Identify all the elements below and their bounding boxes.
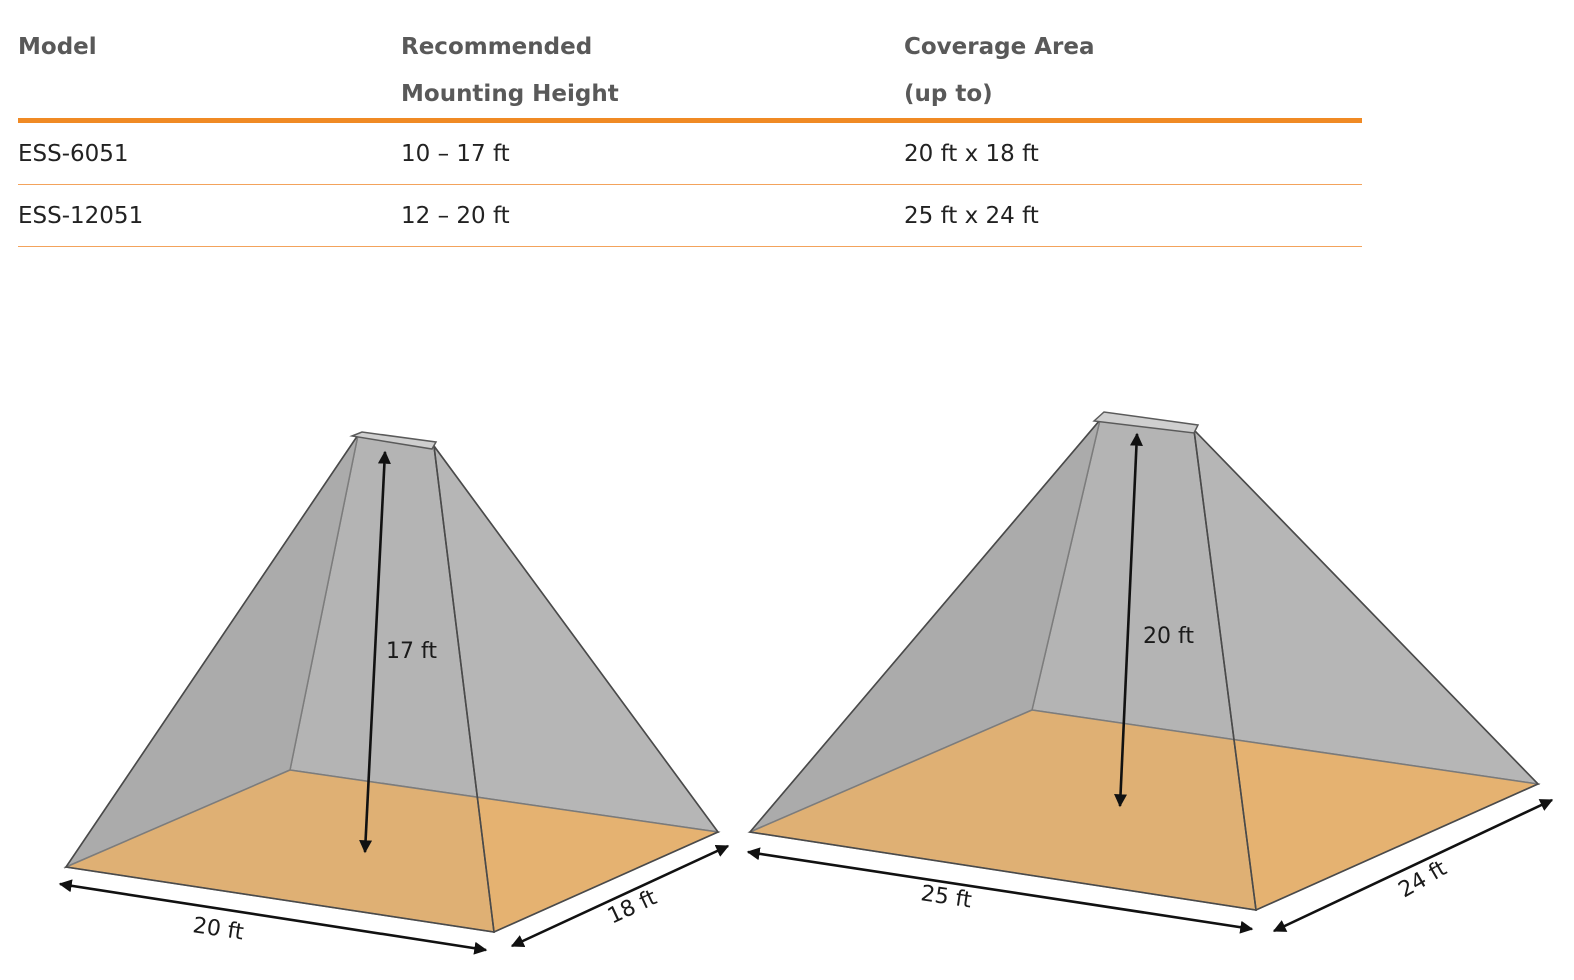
right-depth-arrow — [1272, 798, 1554, 933]
left-height-label: 17 ft — [386, 639, 437, 664]
right-front-face — [748, 419, 1257, 911]
left-sensor-top — [349, 431, 438, 450]
header-coverage-area: Coverage Area (up to) — [904, 24, 1094, 118]
right-height-label: 20 ft — [1143, 624, 1194, 649]
left-width-arrow — [58, 879, 488, 955]
left-coverage-pyramid: 17 ft 20 ft 18 ft — [58, 431, 730, 955]
right-sensor-top — [1092, 411, 1200, 434]
table-row: ESS-6051 10 – 17 ft 20 ft x 18 ft — [18, 123, 1362, 185]
cell-model: ESS-12051 — [18, 203, 144, 229]
right-height-arrow — [1114, 432, 1143, 808]
spec-table: Model Recommended Mounting Height Covera… — [18, 24, 1362, 247]
left-left-face — [63, 434, 359, 869]
right-right-face — [1192, 427, 1540, 912]
table-header-row: Model Recommended Mounting Height Covera… — [18, 24, 1362, 123]
left-height-arrow — [359, 450, 391, 854]
left-width-label: 20 ft — [191, 913, 245, 945]
left-floor — [63, 769, 721, 933]
left-back-face — [289, 434, 720, 833]
cell-mounting-height: 10 – 17 ft — [401, 141, 510, 167]
left-depth-arrow — [510, 844, 730, 948]
cell-mounting-height: 12 – 20 ft — [401, 203, 510, 229]
header-height-line1: Recommended — [401, 34, 593, 60]
cell-coverage-area: 20 ft x 18 ft — [904, 141, 1039, 167]
cell-model: ESS-6051 — [18, 141, 129, 167]
header-coverage-line2: (up to) — [904, 81, 993, 107]
right-left-face — [749, 419, 1101, 833]
header-model: Model — [18, 24, 97, 71]
table-row: ESS-12051 12 – 20 ft 25 ft x 24 ft — [18, 185, 1362, 247]
header-model-label: Model — [18, 34, 97, 60]
right-floor — [747, 709, 1541, 911]
left-depth-label: 18 ft — [604, 885, 661, 929]
right-coverage-pyramid: 20 ft 25 ft 24 ft — [746, 411, 1554, 934]
right-width-arrow — [746, 847, 1254, 934]
cell-coverage-area: 25 ft x 24 ft — [904, 203, 1039, 229]
header-coverage-line1: Coverage Area — [904, 34, 1095, 60]
right-depth-label: 24 ft — [1395, 856, 1452, 903]
right-back-face — [1031, 419, 1541, 786]
left-right-face — [432, 443, 720, 934]
right-width-label: 25 ft — [919, 881, 973, 913]
header-mounting-height: Recommended Mounting Height — [401, 24, 619, 118]
header-height-line2: Mounting Height — [401, 81, 619, 107]
left-front-face — [64, 434, 495, 933]
